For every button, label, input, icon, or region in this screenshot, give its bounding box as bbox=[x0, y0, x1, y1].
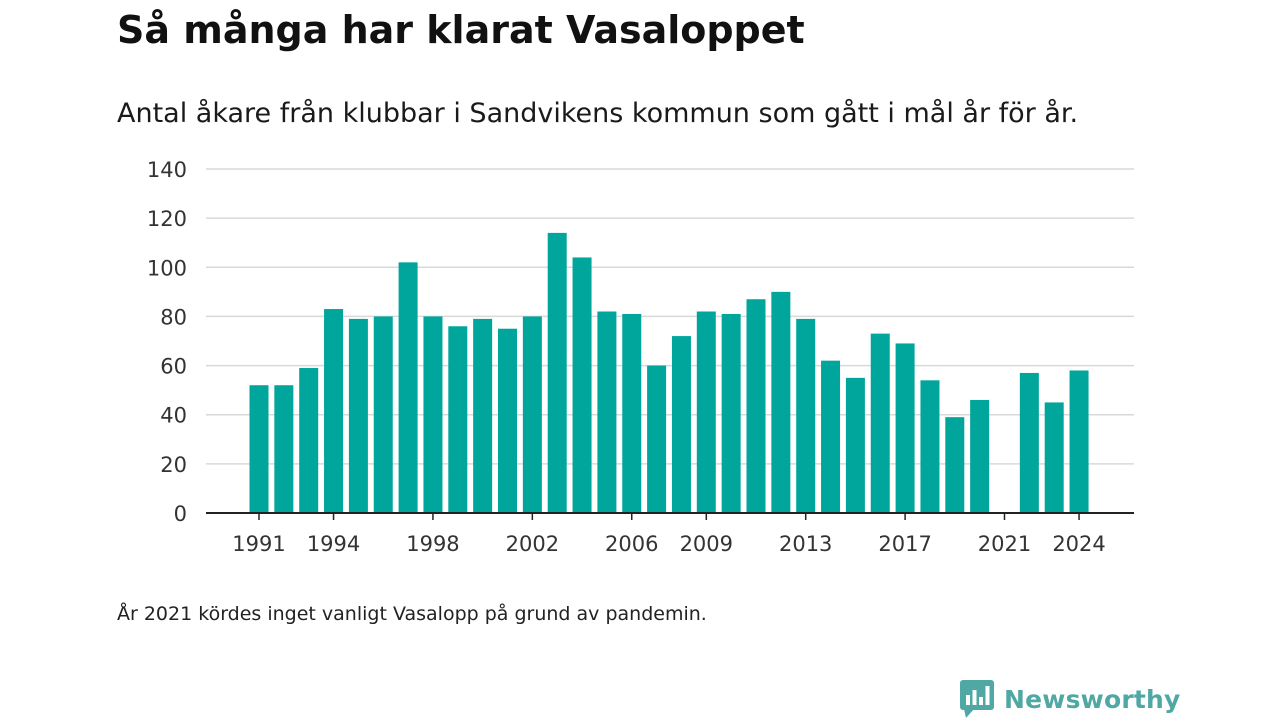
brand-name: Newsworthy bbox=[1004, 684, 1181, 714]
x-tick-label: 1994 bbox=[307, 532, 360, 556]
newsworthy-logo: Newsworthy bbox=[960, 680, 1181, 718]
bar-chart-speech-bubble-icon bbox=[960, 680, 994, 718]
bar-1991 bbox=[249, 385, 269, 513]
bar-2004 bbox=[572, 257, 592, 513]
bar-2023 bbox=[1044, 402, 1064, 513]
y-tick-label: 100 bbox=[147, 256, 187, 280]
bar-2000 bbox=[473, 318, 493, 513]
bar-2024 bbox=[1069, 370, 1089, 513]
bar-2005 bbox=[597, 311, 617, 513]
bar-2016 bbox=[870, 333, 890, 513]
chart-title: Så många har klarat Vasaloppet bbox=[117, 8, 805, 52]
bar-2014 bbox=[821, 360, 841, 513]
x-axis bbox=[206, 512, 1134, 520]
gridlines bbox=[206, 168, 1134, 465]
y-tick-label: 60 bbox=[160, 355, 187, 379]
bar-2013 bbox=[796, 318, 816, 513]
y-tick-label: 120 bbox=[147, 207, 187, 231]
chart-subtitle: Antal åkare från klubbar i Sandvikens ko… bbox=[117, 98, 1079, 129]
bar-2009 bbox=[696, 311, 716, 513]
bar-2010 bbox=[721, 313, 741, 513]
bar-2018 bbox=[920, 380, 940, 513]
bar-2015 bbox=[845, 377, 865, 513]
bar-2020 bbox=[970, 399, 990, 513]
bar-2022 bbox=[1019, 372, 1039, 513]
x-tick-label: 2002 bbox=[506, 532, 559, 556]
bar-1995 bbox=[348, 318, 368, 513]
bar-2001 bbox=[498, 328, 517, 513]
x-tick-label: 2009 bbox=[680, 532, 733, 556]
x-tick-label: 1998 bbox=[406, 532, 459, 556]
y-axis-labels: 0 20 40 60 80 100 120 140 bbox=[147, 158, 187, 526]
bar-2006 bbox=[622, 313, 642, 513]
y-tick-label: 140 bbox=[147, 158, 187, 182]
x-tick-label: 2021 bbox=[978, 532, 1031, 556]
bar-2017 bbox=[895, 343, 915, 513]
bar-1992 bbox=[274, 385, 294, 513]
bar-1996 bbox=[373, 316, 393, 513]
bar-2002 bbox=[522, 316, 542, 513]
x-tick-label: 1991 bbox=[232, 532, 285, 556]
bar-1994 bbox=[324, 309, 344, 513]
y-tick-label: 40 bbox=[160, 404, 187, 428]
bar-2012 bbox=[771, 291, 791, 513]
x-tick-label: 2017 bbox=[878, 532, 931, 556]
bar-2003 bbox=[547, 232, 567, 513]
bar-2008 bbox=[671, 336, 691, 513]
bars bbox=[249, 232, 1089, 513]
bar-1998 bbox=[423, 316, 443, 513]
bar-1993 bbox=[299, 368, 319, 513]
x-axis-labels: 1991 1994 1998 2002 2006 2009 2013 2017 2021 2024 bbox=[232, 532, 1106, 556]
x-tick-label: 2024 bbox=[1052, 532, 1105, 556]
bar-1999 bbox=[448, 326, 468, 513]
bar-2011 bbox=[746, 299, 766, 513]
bar-1997 bbox=[398, 262, 418, 513]
bar-2019 bbox=[945, 417, 965, 513]
footnote: År 2021 kördes inget vanligt Vasalopp på… bbox=[117, 603, 707, 625]
y-tick-label: 80 bbox=[160, 305, 187, 329]
y-tick-label: 20 bbox=[160, 453, 187, 477]
y-tick-label: 0 bbox=[174, 502, 187, 526]
x-tick-label: 2006 bbox=[605, 532, 658, 556]
bar-2007 bbox=[647, 365, 667, 513]
x-tick-label: 2013 bbox=[779, 532, 832, 556]
